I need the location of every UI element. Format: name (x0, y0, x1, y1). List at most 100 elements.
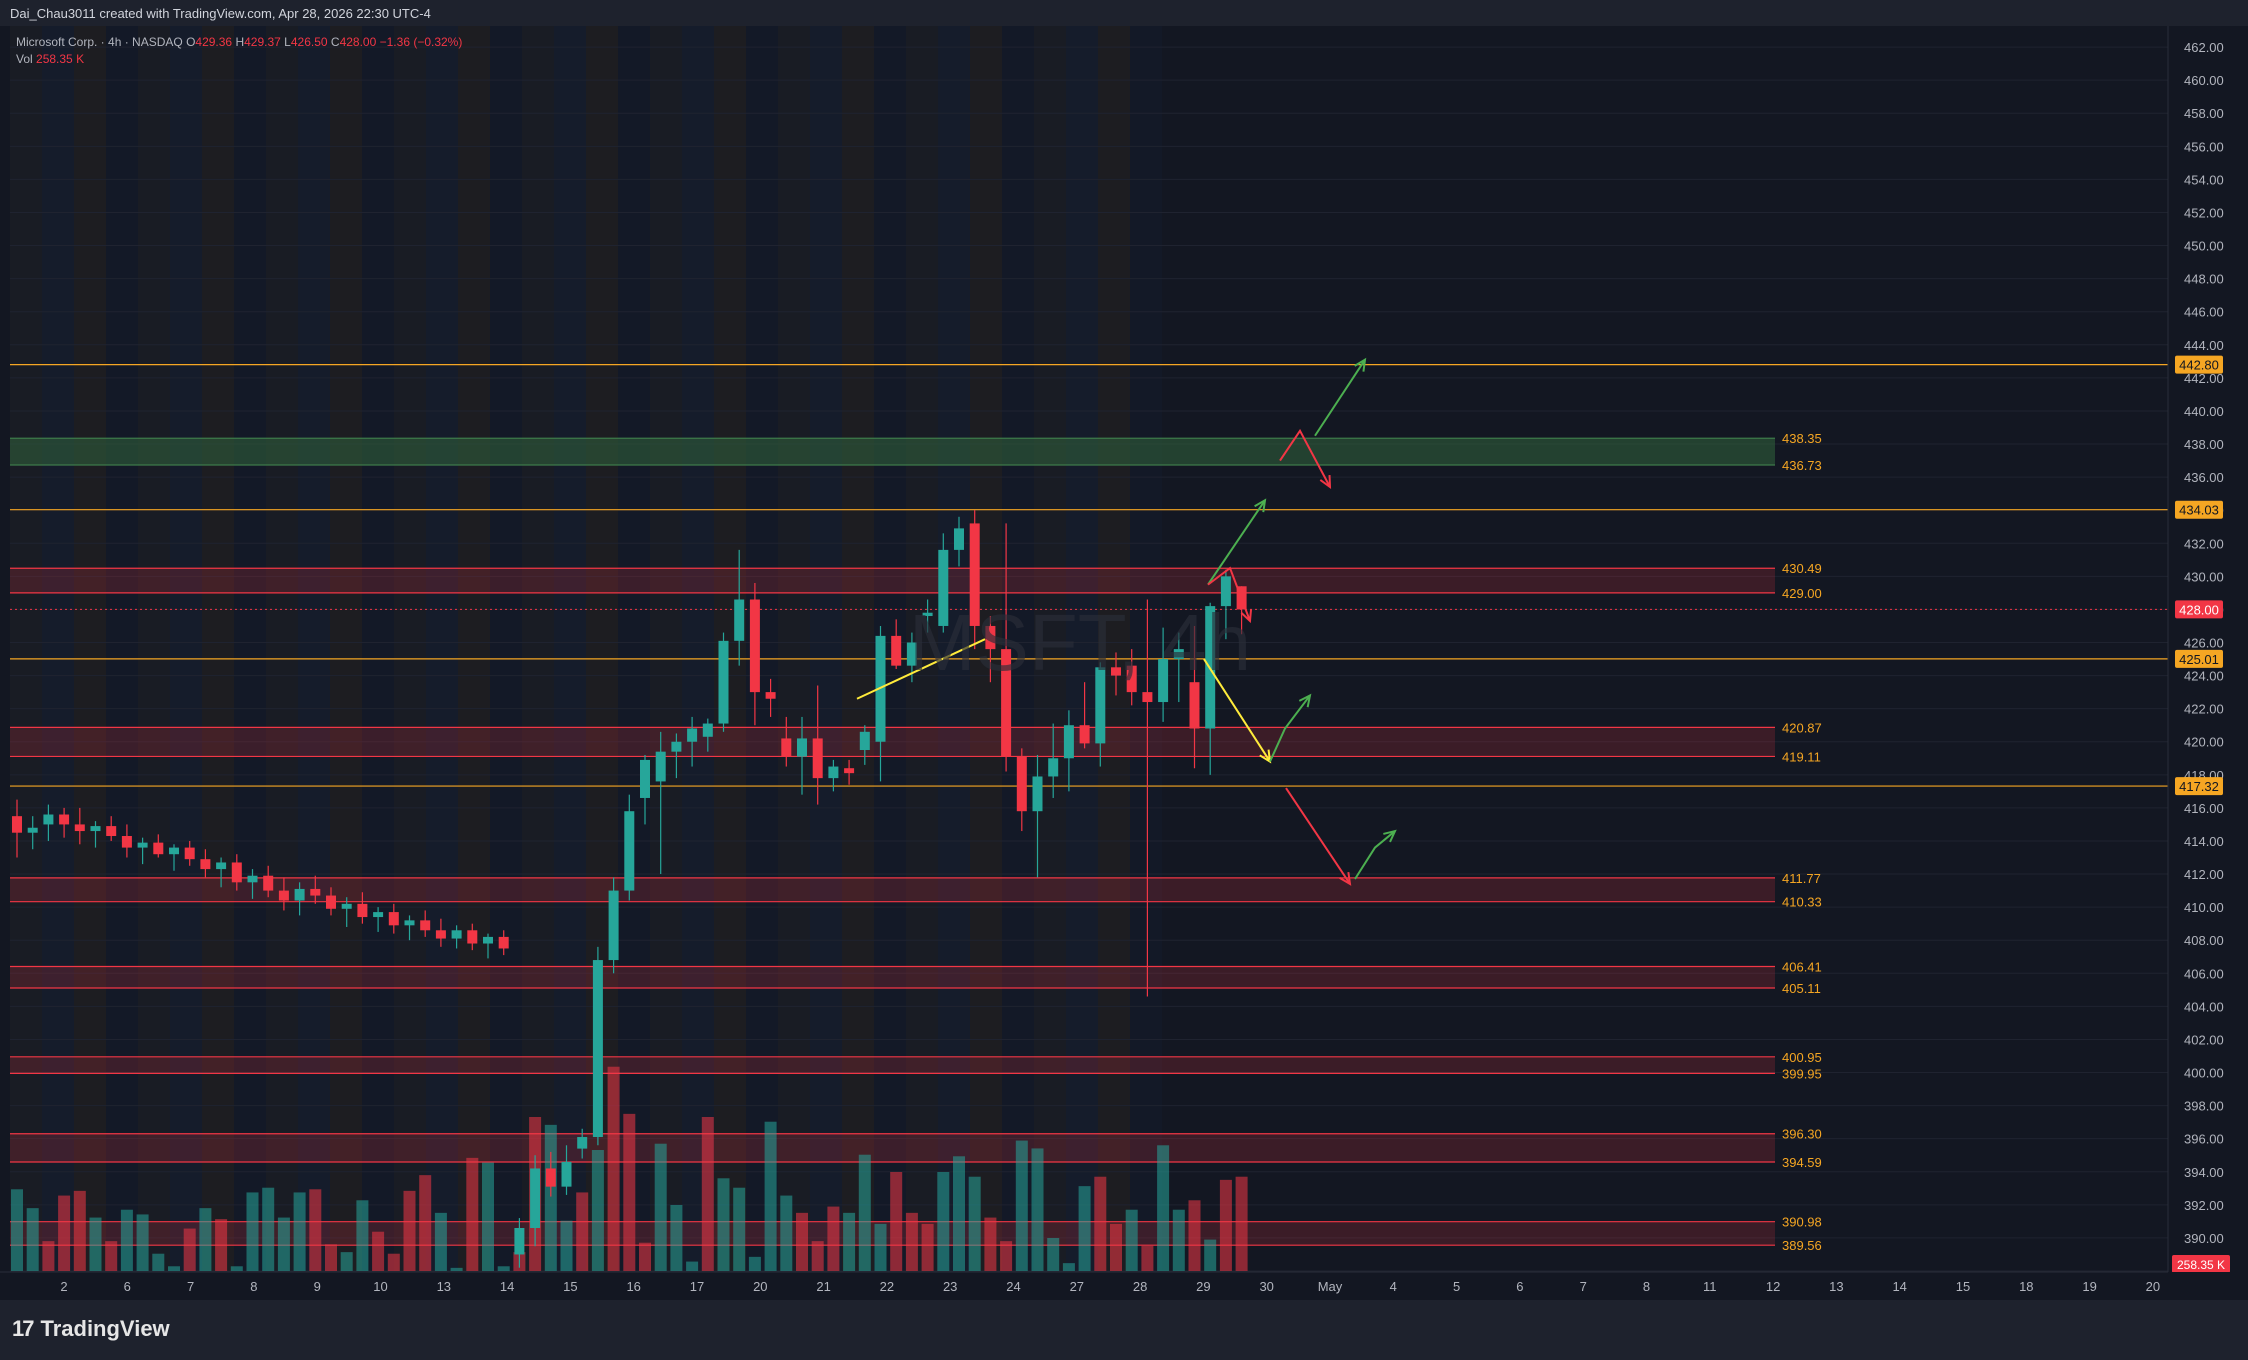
candle-body (294, 888, 305, 901)
candle-body (1063, 725, 1074, 759)
time-tick-label: 5 (1453, 1279, 1460, 1294)
price-tick-label: 448.00 (2184, 272, 2224, 287)
price-tick-label: 426.00 (2184, 636, 2224, 651)
volume-bar (654, 1143, 667, 1271)
candle-body (498, 936, 509, 949)
tradingview-logo[interactable]: 17 TradingView (12, 1316, 170, 1342)
session-stripe (234, 26, 266, 1272)
price-tick-label: 452.00 (2184, 205, 2224, 220)
price-chart[interactable]: 438.35 436.73 430.49 429.00 420.87 419.11 411.… (0, 26, 2248, 1300)
price-tick-label: 392.00 (2184, 1198, 2224, 1213)
zone-top-label: 390.98 (1782, 1215, 1822, 1230)
projection-arrow (1203, 658, 1271, 763)
candle-body (326, 895, 336, 909)
levels-layer (10, 364, 2168, 787)
session-stripe (1130, 26, 1162, 1272)
time-tick-label: 27 (1070, 1279, 1084, 1294)
zone-bottom-label: 410.33 (1782, 895, 1822, 910)
volume-bar (1047, 1238, 1060, 1271)
arrow-head (1240, 608, 1253, 624)
candle-body (938, 549, 949, 626)
candle-body (1126, 665, 1137, 693)
price-tick-label: 396.00 (2184, 1132, 2224, 1147)
projection-arrow (1207, 566, 1251, 622)
candle-body (687, 728, 698, 742)
watermark: MSFT, 4h (909, 598, 1251, 687)
zone-top-label: 396.30 (1782, 1127, 1822, 1142)
volume-bar (136, 1214, 149, 1271)
candle-body (844, 768, 855, 774)
volume-bar (199, 1208, 212, 1271)
bottom-bar: 17 TradingView (0, 1300, 2248, 1360)
session-stripe (842, 26, 874, 1272)
created-by-label: Dai_Chau3011 created with TradingView.co… (10, 6, 431, 21)
time-axis-bg (0, 1272, 2248, 1300)
candle-body (781, 738, 792, 757)
time-tick-label: 6 (124, 1279, 131, 1294)
zone-green (10, 438, 1775, 466)
volume-bar (576, 1192, 589, 1271)
zone-bottom-label: 399.95 (1782, 1066, 1822, 1081)
volume-bar (434, 1212, 447, 1271)
session-stripe (522, 26, 554, 1272)
volume-bar (1078, 1186, 1091, 1271)
volume-bar (325, 1244, 337, 1271)
volume-bar (340, 1252, 353, 1271)
time-tick-label: 10 (373, 1279, 387, 1294)
zone-bottom-label: 389.56 (1782, 1238, 1822, 1253)
zone-bottom-label: 429.00 (1782, 586, 1822, 601)
time-tick-label: 17 (690, 1279, 704, 1294)
volume-bar (11, 1189, 23, 1271)
candle-body (310, 888, 321, 896)
price-tick-label: 398.00 (2184, 1099, 2224, 1114)
price-tick-label: 432.00 (2184, 536, 2224, 551)
zone-red (10, 1056, 1775, 1074)
symbol-legend: Microsoft Corp. · 4h · NASDAQ O429.36 H4… (16, 34, 462, 68)
volume-bar (544, 1124, 557, 1271)
session-stripe (778, 26, 810, 1272)
volume-bar (560, 1220, 573, 1271)
volume-bar (450, 1267, 463, 1271)
price-tick-label: 440.00 (2184, 404, 2224, 419)
price-tick-label: 408.00 (2184, 933, 2224, 948)
candle-body (671, 741, 682, 752)
zone-top-label: 430.49 (1782, 561, 1822, 576)
session-stripe (74, 26, 106, 1272)
current-price-label: 428.00 (2179, 602, 2219, 617)
candle-body (27, 827, 38, 833)
price-tick-label: 400.00 (2184, 1066, 2224, 1081)
candle-body (435, 930, 446, 939)
candle-body (1142, 692, 1153, 703)
arrow-head (1254, 498, 1267, 513)
volume-bar (858, 1154, 871, 1271)
candle-body (231, 862, 242, 883)
ohlc-line: Microsoft Corp. · 4h · NASDAQ O429.36 H4… (16, 34, 462, 51)
candle-body (451, 930, 462, 939)
zone-top-label: 420.87 (1782, 720, 1822, 735)
candle-body (749, 599, 760, 693)
volume-bar (372, 1231, 385, 1271)
time-tick-label: 13 (437, 1279, 451, 1294)
projection-arrow (1279, 428, 1331, 488)
candle-body (420, 920, 431, 931)
volume-bar (1157, 1145, 1170, 1271)
low-value: 426.50 (290, 35, 328, 49)
arrow-head (1298, 693, 1312, 708)
volume-bar (152, 1253, 165, 1271)
candle-body (1189, 682, 1200, 729)
volume-bar (670, 1205, 683, 1271)
level-price-label: 434.03 (2179, 503, 2219, 518)
candle-body (278, 890, 289, 901)
candle-body (216, 862, 227, 870)
volume-bar (246, 1192, 259, 1271)
candle-body (797, 738, 807, 757)
price-tick-label: 404.00 (2184, 999, 2224, 1014)
projection-arrow (1314, 359, 1366, 437)
volume-bar (1094, 1176, 1107, 1271)
candle-body (404, 920, 415, 926)
volume-bar (890, 1172, 903, 1271)
candle-body (137, 842, 148, 848)
open-value: 429.36 (195, 35, 233, 49)
projection-arrow (1354, 830, 1396, 880)
session-stripe (554, 26, 586, 1272)
